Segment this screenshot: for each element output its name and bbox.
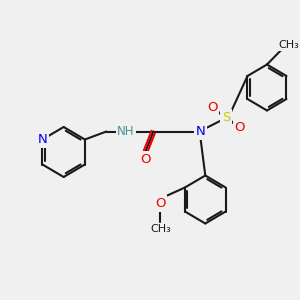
Text: CH₃: CH₃ — [150, 224, 171, 235]
Text: O: O — [140, 153, 151, 166]
Text: N: N — [196, 125, 205, 138]
Text: S: S — [222, 111, 230, 124]
Text: CH₃: CH₃ — [278, 40, 299, 50]
Text: O: O — [155, 197, 166, 210]
Text: O: O — [234, 121, 245, 134]
Text: N: N — [38, 133, 47, 146]
Text: NH: NH — [117, 125, 135, 138]
Text: O: O — [207, 101, 217, 114]
